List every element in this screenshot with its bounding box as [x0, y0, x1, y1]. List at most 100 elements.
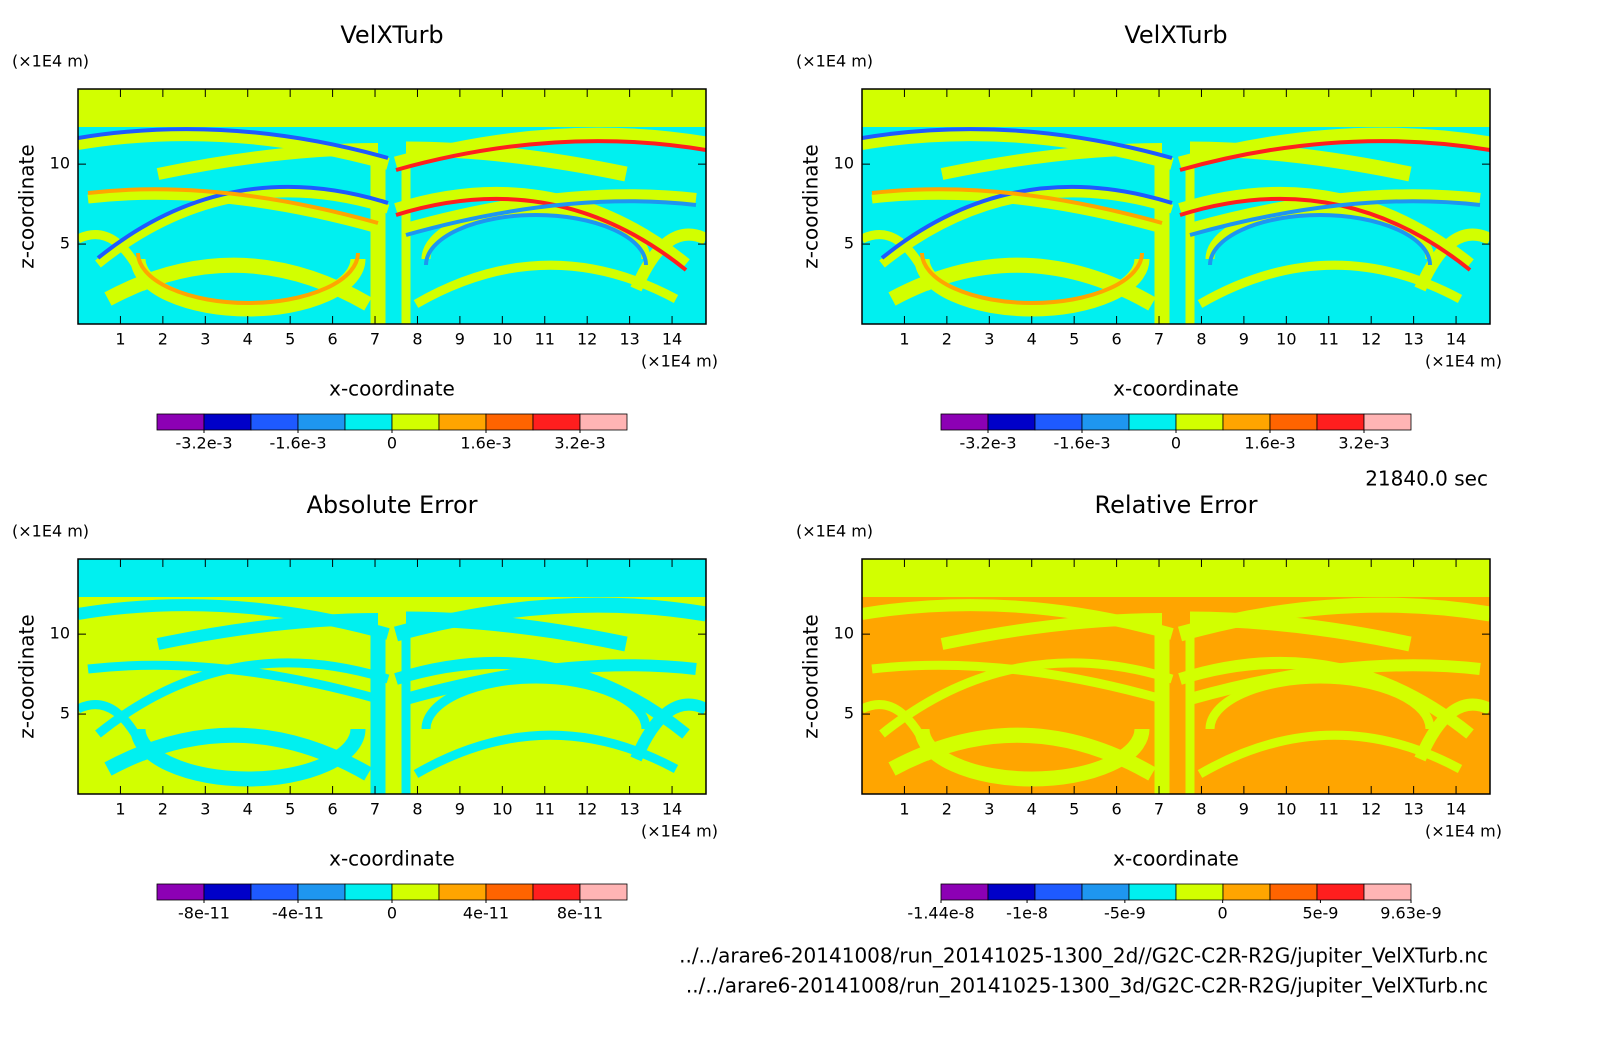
x-tick-label: 3: [200, 330, 210, 349]
x-axis-label: x-coordinate: [329, 377, 455, 401]
y-tick-label: 5: [844, 234, 854, 253]
y-tick-label: 10: [50, 624, 70, 643]
colorbar-segment: [485, 883, 534, 901]
field-extreme: [87, 187, 379, 225]
field-band: [1189, 611, 1412, 652]
field-top: [862, 559, 1490, 597]
x-tick-label: 10: [1276, 800, 1296, 819]
field-band: [871, 660, 1164, 704]
x-tick-label: 6: [328, 330, 338, 349]
colorbar-segment: [1081, 413, 1130, 431]
field-extreme: [880, 184, 1173, 260]
x-tick-label: 1: [899, 330, 909, 349]
x-tick-label: 13: [1403, 330, 1423, 349]
field-band: [404, 659, 697, 705]
colorbar-segment: [250, 413, 299, 431]
colorbar-segment: [1128, 883, 1177, 901]
field-extreme: [1179, 196, 1472, 272]
field-extreme: [395, 196, 688, 272]
contour-field: [862, 89, 1490, 324]
colorbar-label: 8e-11: [557, 904, 603, 923]
x-tick-label: 1: [115, 800, 125, 819]
field-band: [862, 230, 937, 291]
field-top: [862, 89, 1490, 127]
x-tick-label: 14: [662, 330, 682, 349]
colorbar-label: -4e-11: [272, 904, 324, 923]
y-tick-label: 5: [60, 704, 70, 723]
colorbar-label: 1.6e-3: [460, 434, 511, 453]
plot-frame: [77, 88, 707, 325]
x-tick-label: 5: [285, 800, 295, 819]
colorbar-segment: [1363, 883, 1412, 901]
x-tick-label: 1: [115, 330, 125, 349]
time-label: 21840.0 sec: [1365, 467, 1488, 491]
field-band: [87, 660, 380, 704]
field-band: [1205, 674, 1435, 730]
x-tick-label: 11: [1319, 330, 1339, 349]
colorbar-label: 0: [1171, 434, 1181, 453]
y-unit: (×1E4 m): [12, 52, 89, 71]
chart-title: VelXTurb: [1124, 21, 1227, 49]
colorbar-segment: [1269, 883, 1318, 901]
colorbar-segment: [987, 413, 1036, 431]
x-tick-label: 13: [1403, 800, 1423, 819]
field-extreme: [136, 252, 360, 305]
colorbar-segment: [579, 883, 628, 901]
plot-frame: [861, 558, 1491, 795]
field-top: [78, 89, 706, 127]
colorbar-segment: [1034, 413, 1083, 431]
x-tick-label: 2: [158, 330, 168, 349]
colorbar-segment: [344, 883, 393, 901]
x-tick-label: 4: [243, 330, 253, 349]
field-band: [1188, 189, 1481, 235]
x-tick-label: 14: [1446, 330, 1466, 349]
x-tick-label: 12: [1361, 330, 1381, 349]
colorbar-label: -1e-8: [1006, 904, 1048, 923]
x-tick-label: 9: [455, 800, 465, 819]
field-band: [405, 611, 628, 652]
x-tick-label: 3: [200, 800, 210, 819]
field-band: [862, 700, 937, 761]
field-band: [78, 230, 153, 291]
field-bands: [862, 127, 1490, 324]
y-tick-label: 10: [50, 154, 70, 173]
x-tick-label: 12: [577, 800, 597, 819]
x-unit: (×1E4 m): [641, 822, 718, 841]
colorbar-segment: [156, 413, 205, 431]
field-band: [871, 190, 1164, 234]
field-band: [630, 228, 706, 292]
colorbar-segment: [344, 413, 393, 431]
x-tick-label: 6: [1112, 800, 1122, 819]
x-tick-label: 11: [535, 800, 555, 819]
colorbar-label: -3.2e-3: [175, 434, 232, 453]
colorbar-label: -1.6e-3: [269, 434, 326, 453]
x-tick-label: 4: [1027, 330, 1037, 349]
field-band: [421, 674, 651, 730]
x-tick-label: 5: [1069, 800, 1079, 819]
field-bands: [862, 597, 1490, 794]
colorbar-segment: [1081, 883, 1130, 901]
field-extreme: [1189, 199, 1481, 237]
x-tick-label: 9: [1239, 800, 1249, 819]
x-unit: (×1E4 m): [641, 352, 718, 371]
colorbar-label: 1.6e-3: [1244, 434, 1295, 453]
x-tick-label: 12: [577, 330, 597, 349]
x-tick-label: 11: [535, 330, 555, 349]
colorbar-label: -3.2e-3: [959, 434, 1016, 453]
x-tick-label: 8: [412, 330, 422, 349]
x-tick-label: 9: [1239, 330, 1249, 349]
contour-field: [78, 559, 706, 794]
x-tick-label: 6: [328, 800, 338, 819]
colorbar-segment: [1316, 413, 1365, 431]
colorbar-segment: [1316, 883, 1365, 901]
colorbar-label: 0: [1218, 904, 1228, 923]
x-tick-label: 7: [1154, 330, 1164, 349]
field-band: [1188, 659, 1481, 705]
colorbar-label: 4e-11: [463, 904, 509, 923]
field-bands: [78, 127, 706, 324]
colorbar-segment: [1269, 413, 1318, 431]
x-axis-label: x-coordinate: [1113, 847, 1239, 871]
file-path: ../../arare6-20141008/run_20141025-1300_…: [686, 974, 1488, 998]
x-tick-label: 8: [1196, 330, 1206, 349]
